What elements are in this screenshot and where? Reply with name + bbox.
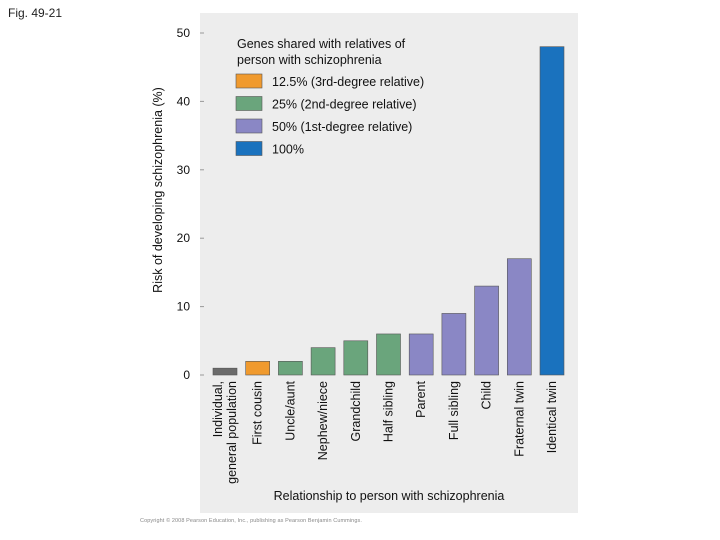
legend: 12.5% (3rd-degree relative) 25% (2nd-degr…	[235, 73, 424, 157]
bar	[310, 347, 336, 376]
bar	[245, 361, 270, 376]
legend-swatch	[235, 141, 263, 156]
legend-label: 25% (2nd-degree relative)	[272, 98, 417, 112]
legend-swatch	[235, 73, 263, 89]
x-tick-label: Fraternal twin	[512, 381, 526, 457]
x-tick-label: general population	[225, 381, 239, 484]
x-tick-label: Identical twin	[545, 381, 559, 453]
x-tick-label: Nephew/niece	[316, 381, 330, 460]
y-tick-label: 10	[177, 300, 191, 314]
bar	[376, 333, 401, 376]
y-tick-label: 30	[177, 163, 191, 177]
y-axis-ticks: 0 10 20 30 40 50	[177, 26, 204, 382]
y-tick-label: 0	[183, 368, 190, 382]
legend-title-line1: Genes shared with relatives of	[237, 37, 406, 51]
legend-swatch	[235, 96, 263, 111]
bar	[474, 285, 499, 376]
y-axis-title: Risk of developing schizophrenia (%)	[151, 87, 165, 293]
legend-label: 50% (1st-degree relative)	[272, 120, 412, 134]
x-tick-label: First cousin	[251, 381, 265, 445]
legend-label: 12.5% (3rd-degree relative)	[272, 75, 424, 89]
x-tick-label: Full sibling	[447, 381, 461, 440]
bar	[343, 340, 369, 376]
bar	[278, 361, 303, 376]
y-tick-label: 40	[177, 94, 191, 108]
bar	[539, 46, 565, 376]
copyright-notice: Copyright © 2008 Pearson Education, Inc.…	[140, 518, 362, 524]
y-tick-label: 50	[177, 26, 191, 40]
x-axis-title: Relationship to person with schizophreni…	[274, 489, 505, 503]
bars	[212, 46, 565, 376]
legend-label: 100%	[272, 143, 304, 157]
x-tick-label: Parent	[414, 380, 428, 417]
x-tick-label: Child	[480, 381, 494, 410]
bar	[212, 367, 238, 376]
bar	[506, 258, 532, 376]
bar	[441, 313, 467, 376]
bar	[408, 333, 434, 376]
x-tick-label: Half sibling	[382, 381, 396, 442]
legend-title-line2: person with schizophrenia	[237, 53, 382, 67]
x-tick-label: Individual,	[211, 381, 225, 437]
x-axis-labels: Individual, general population First cousi…	[211, 380, 559, 483]
x-tick-label: Uncle/aunt	[283, 380, 297, 440]
legend-swatch	[235, 118, 263, 134]
figure-label: Fig. 49-21	[8, 6, 63, 20]
x-tick-label: Grandchild	[349, 381, 363, 441]
y-tick-label: 20	[177, 231, 191, 245]
